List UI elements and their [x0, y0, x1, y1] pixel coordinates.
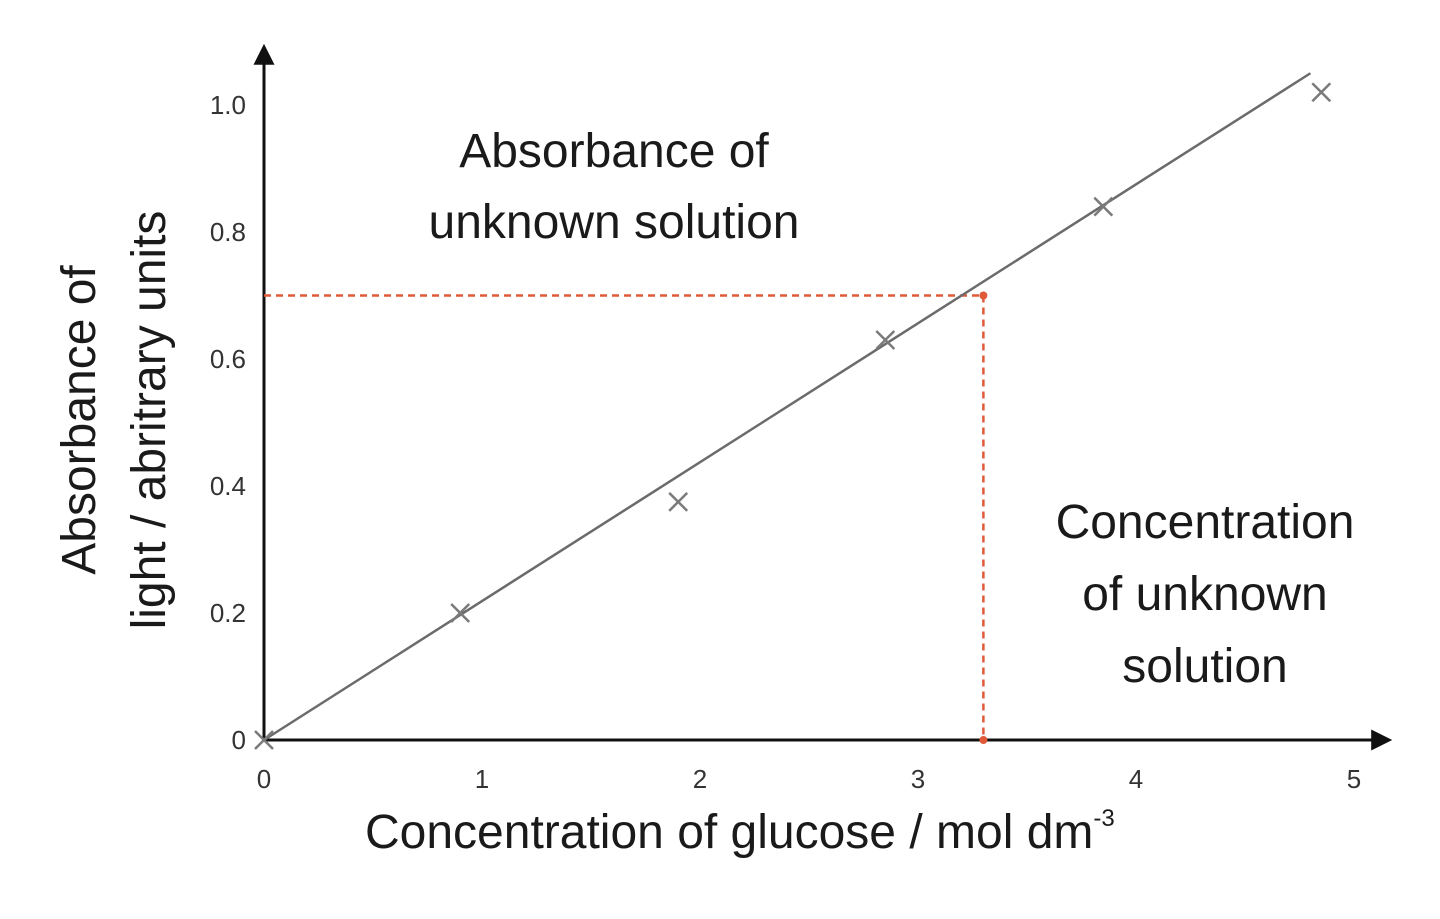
data-point-stroke	[1093, 196, 1114, 217]
concentration-annotation-line-3: solution	[1122, 640, 1287, 693]
data-point	[875, 330, 896, 350]
data-point-stroke	[254, 730, 274, 750]
y-axis-title-line-1: Absorbance of	[53, 265, 106, 575]
y-tick-label: 0	[232, 725, 246, 755]
fit-line	[263, 72, 1312, 742]
data-point	[1311, 82, 1332, 103]
x-tick-label: 4	[1129, 764, 1143, 794]
data-point	[254, 730, 274, 750]
absorbance-annotation-line-2: unknown solution	[429, 196, 800, 249]
y-tick-label: 1.0	[210, 90, 246, 120]
absorbance-annotation: Absorbance of unknown solution	[429, 125, 800, 249]
concentration-annotation-line-1: Concentration	[1056, 496, 1355, 549]
y-tick-label: 0.6	[210, 344, 246, 374]
data-point-stroke	[1311, 82, 1332, 103]
tick-labels: 0 1 2 3 4 5 0 0.2 0.4 0.6 0.8 1.0	[210, 90, 1361, 794]
y-tick-label: 0.2	[210, 598, 246, 628]
x-tick-label: 2	[693, 764, 707, 794]
x-tick-label: 5	[1347, 764, 1361, 794]
concentration-point	[979, 736, 988, 744]
data-point-stroke	[875, 330, 896, 350]
data-point	[450, 603, 471, 623]
data-point	[1093, 196, 1114, 217]
data-point	[668, 491, 689, 512]
x-tick-label: 3	[911, 764, 925, 794]
concentration-annotation-line-2: of unknown	[1082, 568, 1328, 621]
y-axis-title: Absorbance of light / abritrary units	[53, 211, 176, 630]
reading-point	[979, 291, 988, 300]
concentration-annotation: Concentration of unknown solution	[1056, 496, 1355, 693]
x-axis-title: Concentration of glucose / mol dm-3	[365, 805, 1115, 859]
y-tick-label: 0.8	[210, 217, 246, 247]
absorbance-annotation-line-1: Absorbance of	[459, 125, 769, 178]
data-point-stroke	[668, 491, 689, 512]
y-axis-title-line-2: light / abritrary units	[123, 211, 176, 630]
data-points	[254, 82, 1332, 750]
x-tick-label: 0	[257, 764, 271, 794]
x-tick-label: 1	[475, 764, 489, 794]
fit-line-group	[263, 72, 1312, 742]
axes	[253, 43, 1393, 751]
y-tick-label: 0.4	[210, 471, 246, 501]
reading-guides	[264, 291, 988, 744]
data-point-stroke	[450, 603, 471, 623]
